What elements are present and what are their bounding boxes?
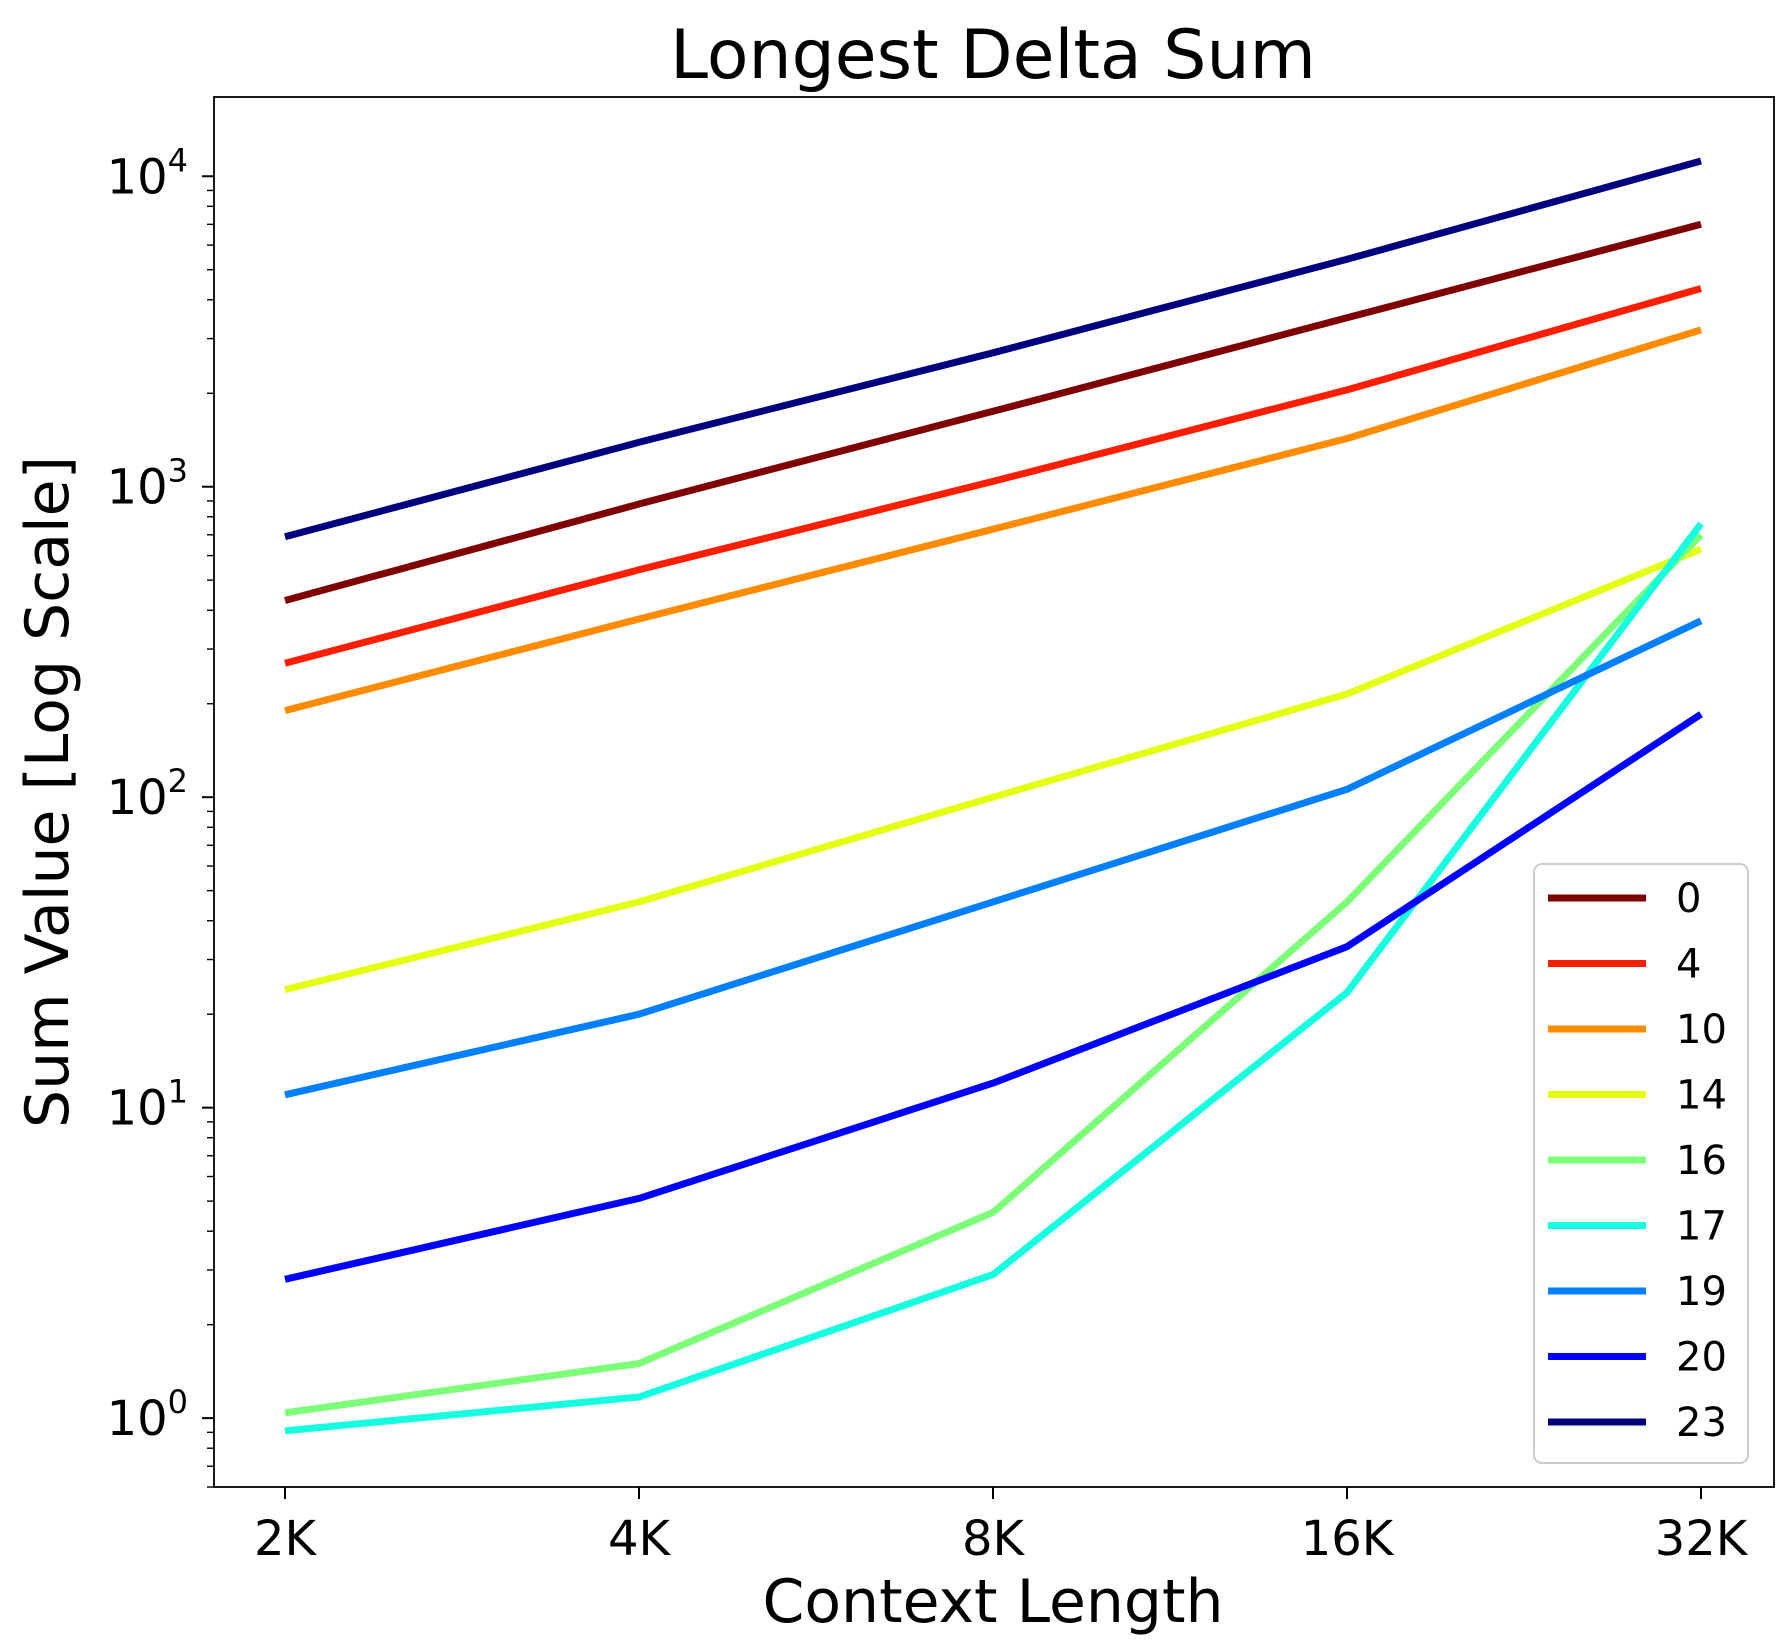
series-line-16: [284, 532, 1704, 1417]
series-lines: [284, 157, 1704, 1435]
series-line-23: [284, 157, 1702, 541]
x-tick-label: 8K: [962, 1511, 1026, 1567]
series-line-4: [284, 285, 1702, 667]
y-tick-label: 101: [107, 1073, 188, 1137]
chart-title: Longest Delta Sum: [670, 16, 1316, 95]
x-tick-label: 32K: [1655, 1511, 1749, 1567]
x-tick-label: 16K: [1301, 1511, 1395, 1567]
y-axis-label: Sum Value [Log Scale]: [13, 456, 83, 1128]
x-tick-label: 2K: [254, 1511, 318, 1567]
y-tick-label: 102: [107, 762, 188, 826]
y-tick-label: 103: [107, 452, 188, 516]
legend-label-10: 10: [1676, 1007, 1727, 1053]
series-line-14: [284, 545, 1703, 993]
y-tick-label: 104: [107, 141, 188, 205]
x-tick-label: 4K: [608, 1511, 672, 1567]
legend-entries: 0 4 10 14 16 17 19 20 23: [1548, 876, 1727, 1446]
series-line-20: [284, 711, 1703, 1283]
series-line-19: [284, 617, 1703, 1099]
x-axis-ticks: 2K 4K 8K 16K 32K: [254, 1487, 1749, 1567]
legend-label-20: 20: [1676, 1335, 1727, 1381]
legend-label-19: 19: [1676, 1269, 1727, 1315]
legend-label-0: 0: [1676, 876, 1701, 922]
legend: 0 4 10 14 16 17 19 20 23: [1533, 863, 1749, 1464]
y-tick-label: 100: [107, 1383, 188, 1447]
legend-label-14: 14: [1676, 1073, 1727, 1119]
series-line-17: [284, 521, 1704, 1435]
series-line-10: [284, 326, 1703, 714]
x-axis-label: Context Length: [762, 1567, 1223, 1637]
legend-label-23: 23: [1676, 1400, 1727, 1446]
y-axis-ticks: 100 101 102 103 104: [107, 141, 214, 1488]
legend-label-16: 16: [1676, 1138, 1727, 1184]
series-line-0: [284, 220, 1702, 604]
legend-label-17: 17: [1676, 1204, 1727, 1250]
legend-label-4: 4: [1676, 942, 1701, 988]
